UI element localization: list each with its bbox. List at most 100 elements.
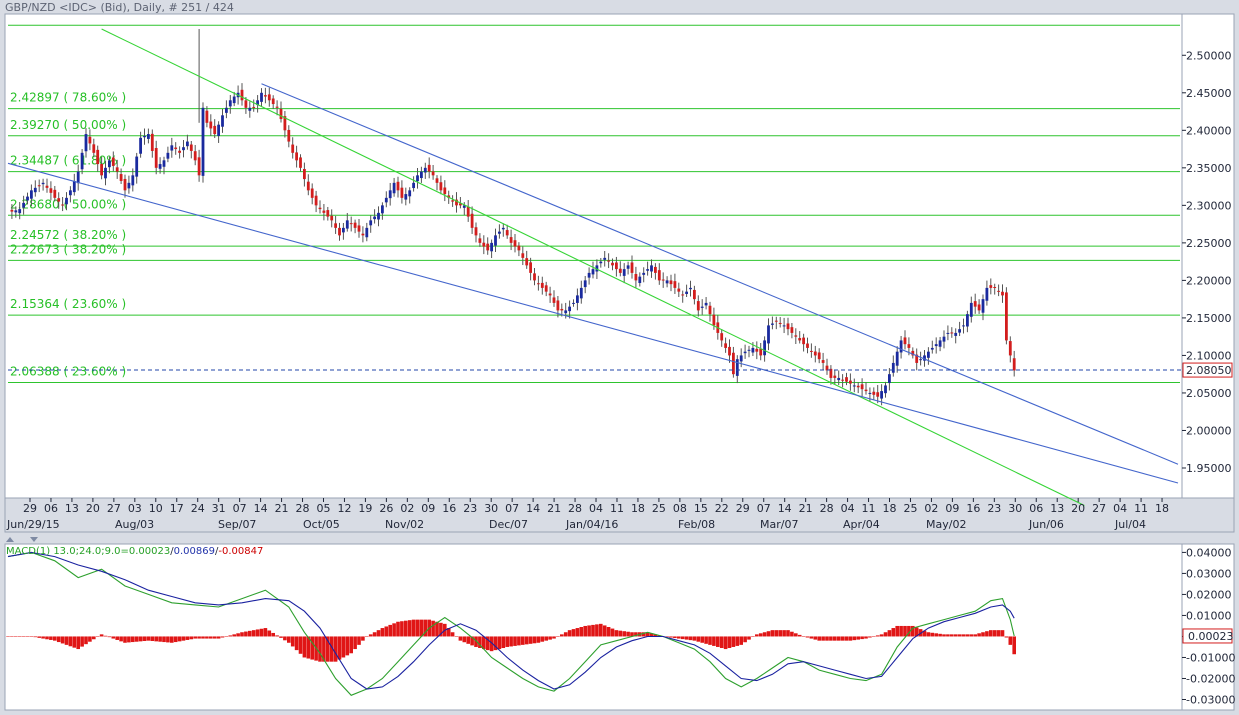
macd-histogram-bar bbox=[423, 619, 428, 637]
macd-tick-label: 0.03000 bbox=[1186, 567, 1232, 580]
trendline bbox=[7, 162, 1179, 484]
candle-body bbox=[408, 190, 412, 197]
price-axis-panel bbox=[1181, 13, 1235, 499]
macd-histogram-bar bbox=[872, 636, 876, 637]
candle-body bbox=[552, 297, 556, 303]
macd-histogram-bar bbox=[21, 636, 26, 637]
candle-body bbox=[864, 389, 868, 392]
candle-body bbox=[178, 150, 181, 153]
candle-body bbox=[899, 340, 903, 353]
macd-histogram-bar bbox=[474, 636, 478, 647]
candle-body bbox=[53, 189, 57, 198]
macd-histogram-bar bbox=[957, 634, 962, 637]
macd-histogram-bar bbox=[606, 627, 611, 637]
macd-histogram-bar bbox=[25, 636, 30, 637]
macd-histogram-bar bbox=[111, 636, 116, 639]
macd-histogram-bar bbox=[185, 636, 190, 640]
candle-body bbox=[139, 137, 142, 154]
candle-body bbox=[267, 94, 271, 101]
macd-histogram-bar bbox=[618, 630, 623, 637]
macd-histogram-bar bbox=[411, 619, 416, 637]
candle-body bbox=[197, 157, 201, 176]
macd-histogram-bar bbox=[953, 634, 958, 637]
date-day-label: 13 bbox=[65, 502, 79, 515]
macd-histogram-bar bbox=[271, 632, 275, 637]
macd-histogram-bar bbox=[56, 636, 61, 643]
macd-histogram-bar bbox=[29, 636, 34, 637]
candle-body bbox=[462, 205, 466, 208]
candle-body bbox=[657, 270, 661, 281]
candle-body bbox=[950, 332, 954, 334]
candle-body bbox=[119, 174, 123, 181]
candle-body bbox=[10, 209, 14, 212]
date-axis: 29 06 13 20 27 03 10 17 24 31 07 14 21 28 05 12 19 26 02 09… bbox=[6, 498, 1169, 531]
candle-body bbox=[568, 306, 571, 312]
candle-body bbox=[747, 349, 751, 351]
candle-body bbox=[209, 121, 213, 129]
candle-body bbox=[287, 129, 291, 142]
macd-histogram-bar bbox=[634, 632, 638, 637]
macd-histogram-bar bbox=[517, 636, 521, 646]
candle-body bbox=[158, 164, 162, 169]
macd-histogram-bar bbox=[60, 636, 65, 644]
macd-tick-label: -0.01000 bbox=[1186, 651, 1235, 664]
date-day-label: 11 bbox=[862, 502, 876, 515]
candle-body bbox=[856, 385, 860, 388]
candle-body bbox=[860, 384, 864, 390]
candle-body bbox=[825, 365, 829, 371]
candle-body bbox=[579, 287, 583, 299]
macd-histogram-bar bbox=[287, 636, 291, 643]
macd-histogram-bar bbox=[251, 630, 256, 637]
macd-histogram-bar bbox=[322, 636, 326, 662]
macd-histogram-bar bbox=[610, 628, 615, 637]
macd-histogram-bar bbox=[723, 636, 728, 650]
macd-histogram-bar bbox=[37, 636, 41, 638]
macd-histogram-bar bbox=[482, 636, 486, 650]
macd-histogram-bar bbox=[891, 628, 896, 637]
date-day-label: 02 bbox=[924, 502, 938, 515]
macd-histogram-bar bbox=[981, 632, 985, 637]
macd-histogram-bar bbox=[567, 630, 572, 637]
macd-label-signal: 0.00869 bbox=[174, 546, 215, 557]
candle-body bbox=[548, 293, 552, 296]
candle-body bbox=[802, 337, 805, 345]
macd-histogram-bar bbox=[365, 636, 369, 637]
candle-body bbox=[466, 206, 470, 217]
candle-body bbox=[435, 178, 439, 183]
macd-histogram-bar bbox=[99, 634, 104, 637]
candle-body bbox=[989, 285, 993, 288]
candle-body bbox=[365, 227, 369, 238]
date-month-label: Feb/08 bbox=[678, 518, 715, 531]
panel-collapse-down-icon[interactable] bbox=[30, 537, 38, 542]
candle-body bbox=[61, 204, 64, 206]
candle-body bbox=[345, 220, 349, 229]
macd-histogram-bar bbox=[719, 636, 724, 649]
candle-body bbox=[774, 320, 778, 322]
macd-histogram-bar bbox=[825, 636, 829, 641]
macd-histogram-bar bbox=[801, 636, 806, 637]
candle-body bbox=[451, 200, 454, 202]
candle-body bbox=[891, 362, 895, 373]
date-day-label: 02 bbox=[400, 502, 414, 515]
macd-tick-label: 0.04000 bbox=[1186, 546, 1232, 559]
candle-body bbox=[977, 304, 981, 311]
macd-histogram-bar bbox=[821, 636, 825, 641]
price-panel[interactable] bbox=[4, 13, 1183, 499]
panel-collapse-up-icon[interactable] bbox=[6, 537, 14, 542]
date-day-label: 27 bbox=[107, 502, 121, 515]
macd-histogram-bar bbox=[848, 636, 853, 641]
date-day-label: 14 bbox=[526, 502, 540, 515]
candle-body bbox=[872, 391, 876, 395]
candle-body bbox=[919, 359, 922, 361]
candle-body bbox=[22, 202, 25, 208]
candle-body bbox=[544, 285, 548, 292]
date-day-label: 20 bbox=[1071, 502, 1085, 515]
macd-histogram-bar bbox=[903, 625, 907, 637]
macd-histogram-bar bbox=[532, 636, 537, 644]
candle-body bbox=[1012, 358, 1016, 371]
candle-body bbox=[930, 347, 934, 350]
candle-body bbox=[154, 148, 158, 168]
candle-body bbox=[49, 188, 53, 193]
candle-body bbox=[80, 152, 84, 170]
